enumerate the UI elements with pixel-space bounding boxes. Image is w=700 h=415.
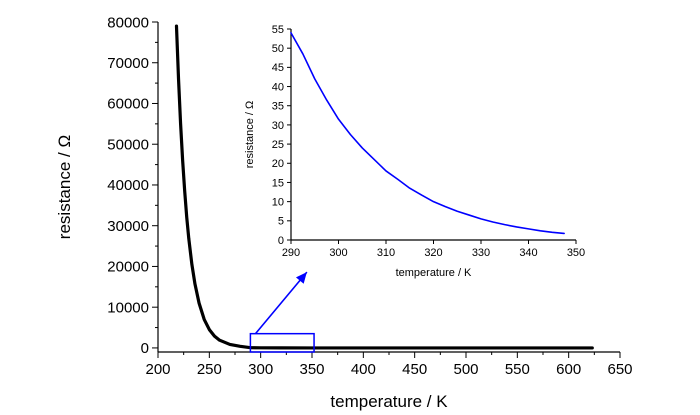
x-tick-label: 340 [519, 247, 537, 259]
x-tick-label: 250 [197, 361, 222, 378]
y-tick-label: 35 [272, 101, 284, 113]
y-tick-label: 15 [272, 177, 284, 189]
x-tick-label: 300 [248, 361, 273, 378]
y-tick-label: 80000 [107, 14, 149, 31]
y-tick-label: 5 [278, 216, 284, 228]
y-axis-title: resistance / Ω [55, 135, 74, 239]
y-axis-title: resistance / Ω [244, 101, 256, 169]
x-tick-label: 310 [377, 247, 395, 259]
y-tick-label: 60000 [107, 96, 149, 113]
x-tick-label: 320 [424, 247, 442, 259]
y-tick-label: 0 [278, 235, 284, 247]
x-tick-label: 290 [282, 247, 300, 259]
x-tick-label: 500 [453, 361, 478, 378]
y-tick-label: 25 [272, 139, 284, 151]
x-tick-label: 300 [329, 247, 347, 259]
x-tick-label: 200 [145, 361, 170, 378]
zoom-region-box [249, 332, 315, 353]
x-tick-label: 600 [556, 361, 581, 378]
y-tick-label: 20 [272, 158, 284, 170]
y-tick-label: 55 [272, 24, 284, 36]
y-tick-label: 50000 [107, 136, 149, 153]
y-tick-label: 50 [272, 43, 284, 55]
zoom-arrow-head [295, 272, 307, 284]
y-tick-label: 0 [141, 340, 149, 357]
x-axis-title: temperature / K [396, 267, 472, 279]
y-tick-label: 40 [272, 81, 284, 93]
x-tick-label: 350 [299, 361, 324, 378]
y-tick-label: 10000 [107, 299, 149, 316]
y-tick-label: 30 [272, 120, 284, 132]
y-tick-label: 70000 [107, 55, 149, 72]
zoom-arrow [254, 271, 308, 335]
series-line [290, 32, 565, 235]
x-tick-label: 550 [505, 361, 530, 378]
inset-chart: 290 300 310 320 330 340 350 0 5 10 15 20 25 30 35 40 45 5… [244, 24, 585, 279]
y-tick-label: 45 [272, 62, 284, 74]
y-tick-label: 30000 [107, 218, 149, 235]
x-tick-label: 400 [351, 361, 376, 378]
x-tick-label: 650 [607, 361, 632, 378]
y-tick-label: 10 [272, 196, 284, 208]
x-axis-title: temperature / K [330, 392, 448, 411]
x-tick-label: 330 [472, 247, 490, 259]
main-chart: 200 250 300 350 400 450 500 550 600 6500100002000… [55, 14, 633, 411]
series-line [174, 24, 594, 350]
y-tick-label: 40000 [107, 177, 149, 194]
x-tick-label: 450 [402, 361, 427, 378]
y-tick-label: 20000 [107, 259, 149, 276]
x-tick-label: 350 [567, 247, 585, 259]
